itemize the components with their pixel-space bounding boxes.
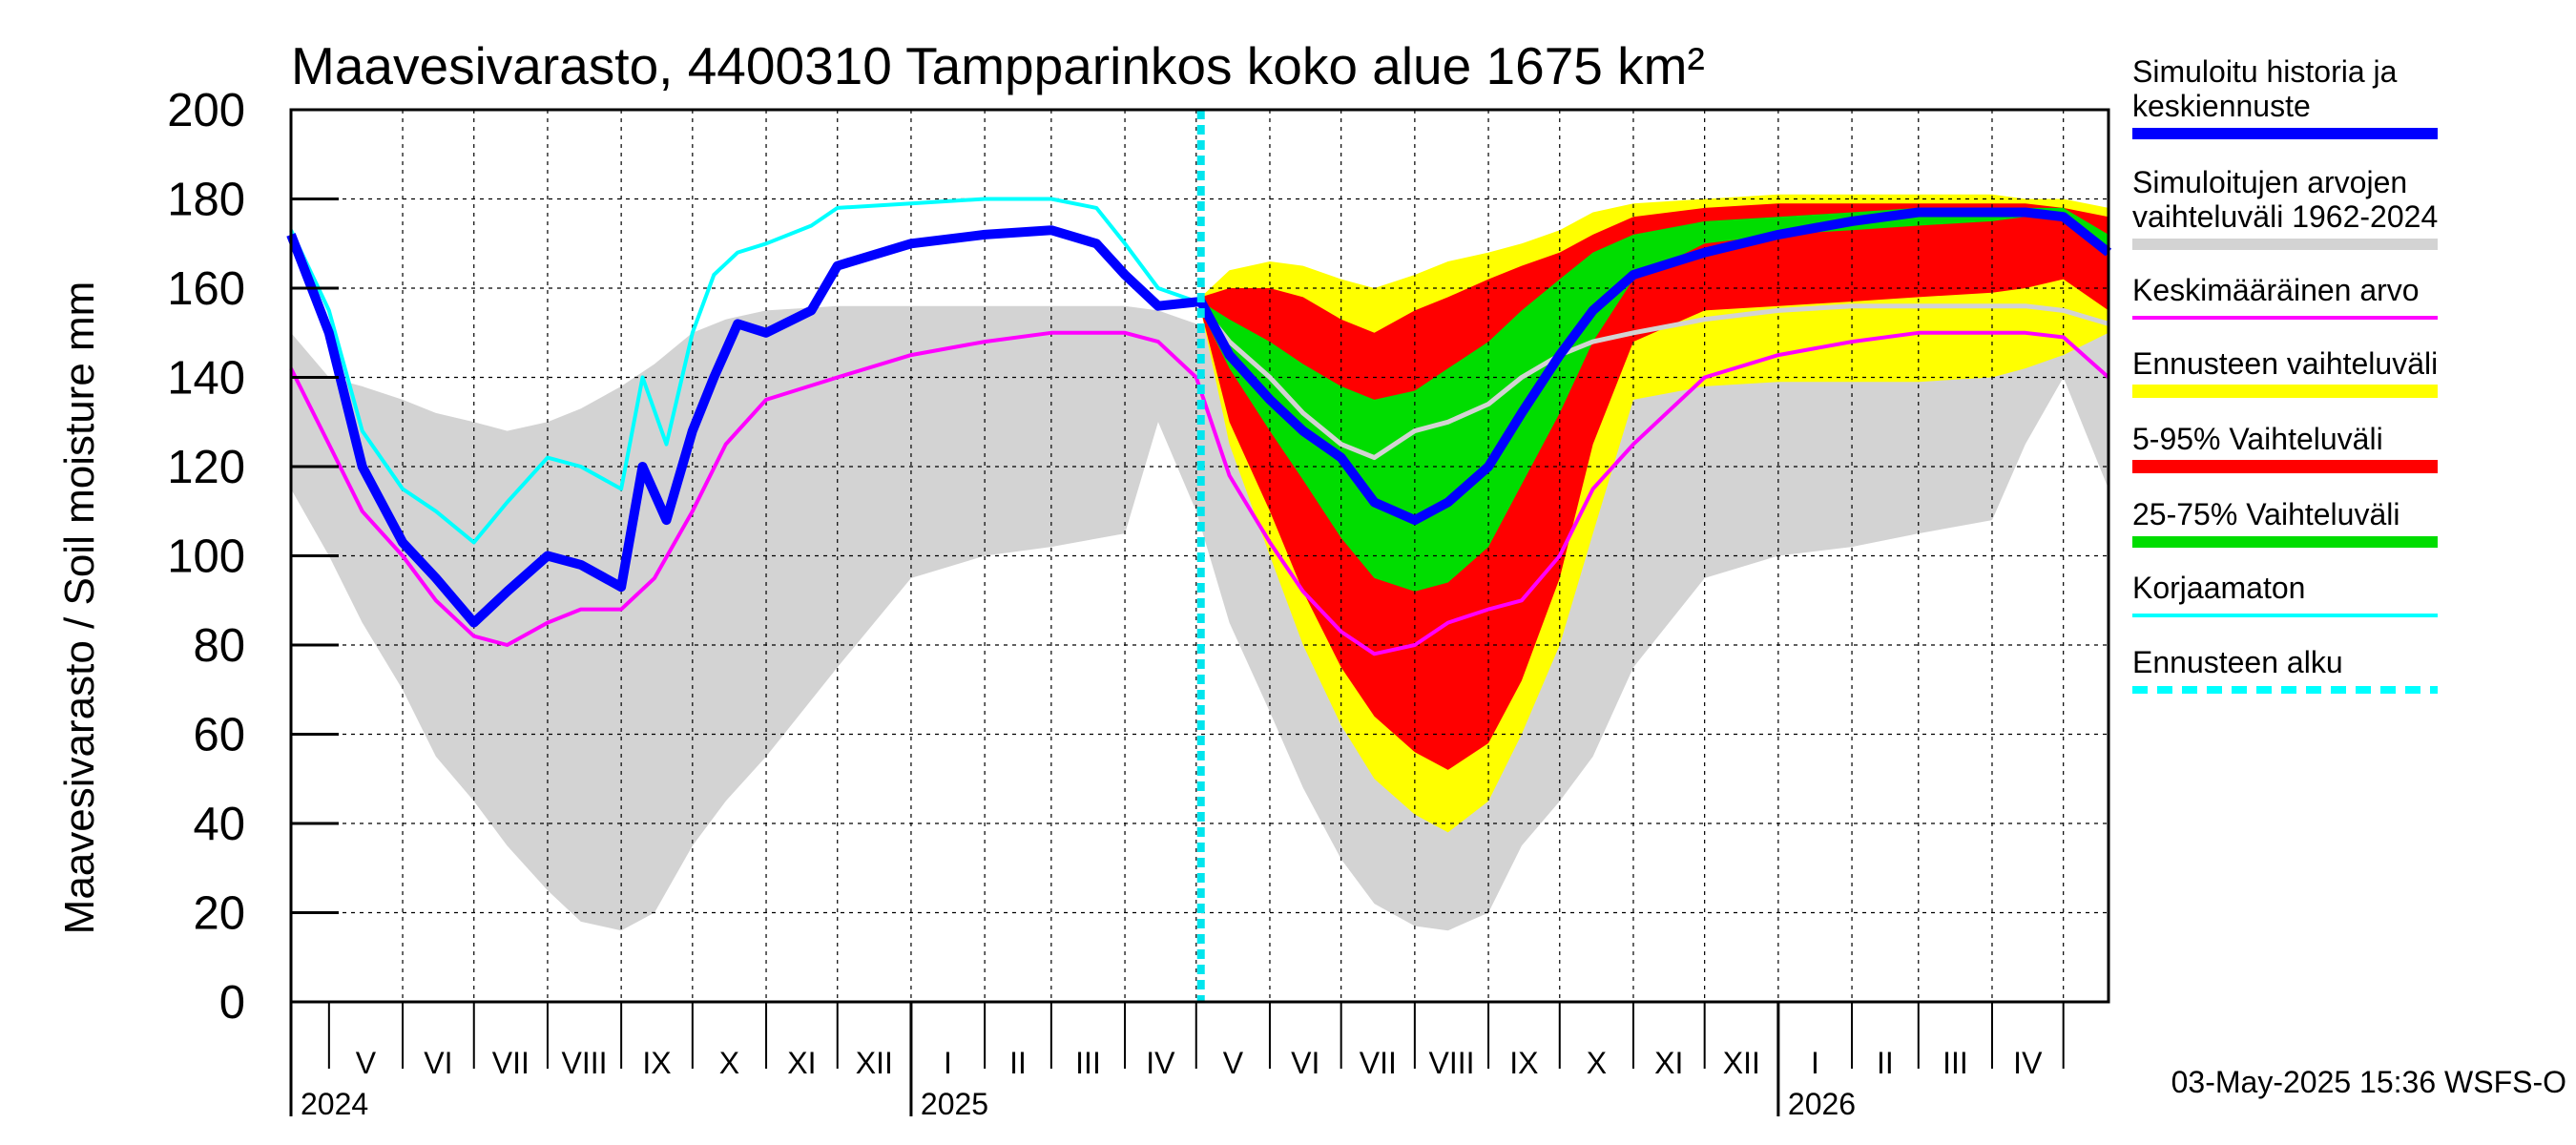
month-label: IV xyxy=(2013,1046,2043,1080)
y-tick-label: 40 xyxy=(193,799,245,850)
year-label: 2024 xyxy=(301,1087,368,1121)
legend-label: 5-95% Vaihteluväli xyxy=(2132,422,2383,456)
y-tick-label: 140 xyxy=(167,353,245,405)
band-hist-range xyxy=(291,305,2109,931)
month-label: IX xyxy=(642,1046,671,1080)
y-tick-label: 200 xyxy=(167,85,245,136)
month-label: X xyxy=(719,1046,739,1080)
month-label: II xyxy=(1877,1046,1894,1080)
month-label: VIII xyxy=(561,1046,607,1080)
y-tick-label: 0 xyxy=(219,977,245,1029)
y-tick-label: 60 xyxy=(193,710,245,761)
month-label: III xyxy=(1942,1046,1968,1080)
month-label: I xyxy=(1811,1046,1819,1080)
legend-label: keskiennuste xyxy=(2132,89,2311,123)
legend-label: vaihteluväli 1962-2024 xyxy=(2132,199,2438,234)
month-label: XI xyxy=(787,1046,816,1080)
y-tick-label: 160 xyxy=(167,263,245,315)
series-uncorrected-line xyxy=(289,197,1197,545)
month-label: II xyxy=(1009,1046,1027,1080)
legend-label: 25-75% Vaihteluväli xyxy=(2132,497,2399,531)
month-label: V xyxy=(356,1046,377,1080)
month-label: VIII xyxy=(1428,1046,1474,1080)
month-label: III xyxy=(1075,1046,1101,1080)
legend-label: Korjaamaton xyxy=(2132,571,2305,605)
y-tick-label: 180 xyxy=(167,175,245,226)
band-p5-95 xyxy=(1200,203,2109,770)
month-label: XII xyxy=(1723,1046,1760,1080)
legend-label: Keskimääräinen arvo xyxy=(2132,273,2420,307)
month-label: XII xyxy=(856,1046,893,1080)
month-label: XI xyxy=(1654,1046,1683,1080)
month-label: VII xyxy=(1360,1046,1397,1080)
month-label: V xyxy=(1223,1046,1244,1080)
month-label: VII xyxy=(492,1046,530,1080)
band-layer xyxy=(291,194,2109,931)
y-tick-label: 100 xyxy=(167,531,245,583)
y-tick-label: 80 xyxy=(193,620,245,672)
month-label: X xyxy=(1587,1046,1607,1080)
band-p25-75 xyxy=(1200,207,2109,592)
series-mean-line xyxy=(289,330,2110,656)
y-tick-label: 120 xyxy=(167,442,245,493)
month-label: IX xyxy=(1509,1046,1538,1080)
legend-label: Ennusteen vaihteluväli xyxy=(2132,346,2438,381)
year-label: 2025 xyxy=(921,1087,988,1121)
y-axis-label: Maavesivarasto / Soil moisture mm xyxy=(56,281,103,935)
line-layer xyxy=(286,110,2112,1002)
month-label: VI xyxy=(424,1046,452,1080)
y-tick-label: 20 xyxy=(193,888,245,940)
year-label: 2026 xyxy=(1788,1087,1856,1121)
month-label: IV xyxy=(1146,1046,1175,1080)
legend-label: Simuloitujen arvojen xyxy=(2132,165,2407,199)
legend-label: Simuloitu historia ja xyxy=(2132,54,2398,89)
timestamp: 03-May-2025 15:36 WSFS-O xyxy=(2171,1065,2566,1099)
series-simulated-line xyxy=(286,207,2112,628)
chart-title: Maavesivarasto, 4400310 Tampparinkos kok… xyxy=(291,36,1705,95)
legend-label: Ennusteen alku xyxy=(2132,645,2343,679)
month-label: I xyxy=(944,1046,952,1080)
month-label: VI xyxy=(1291,1046,1319,1080)
grid-layer xyxy=(291,110,2109,1002)
